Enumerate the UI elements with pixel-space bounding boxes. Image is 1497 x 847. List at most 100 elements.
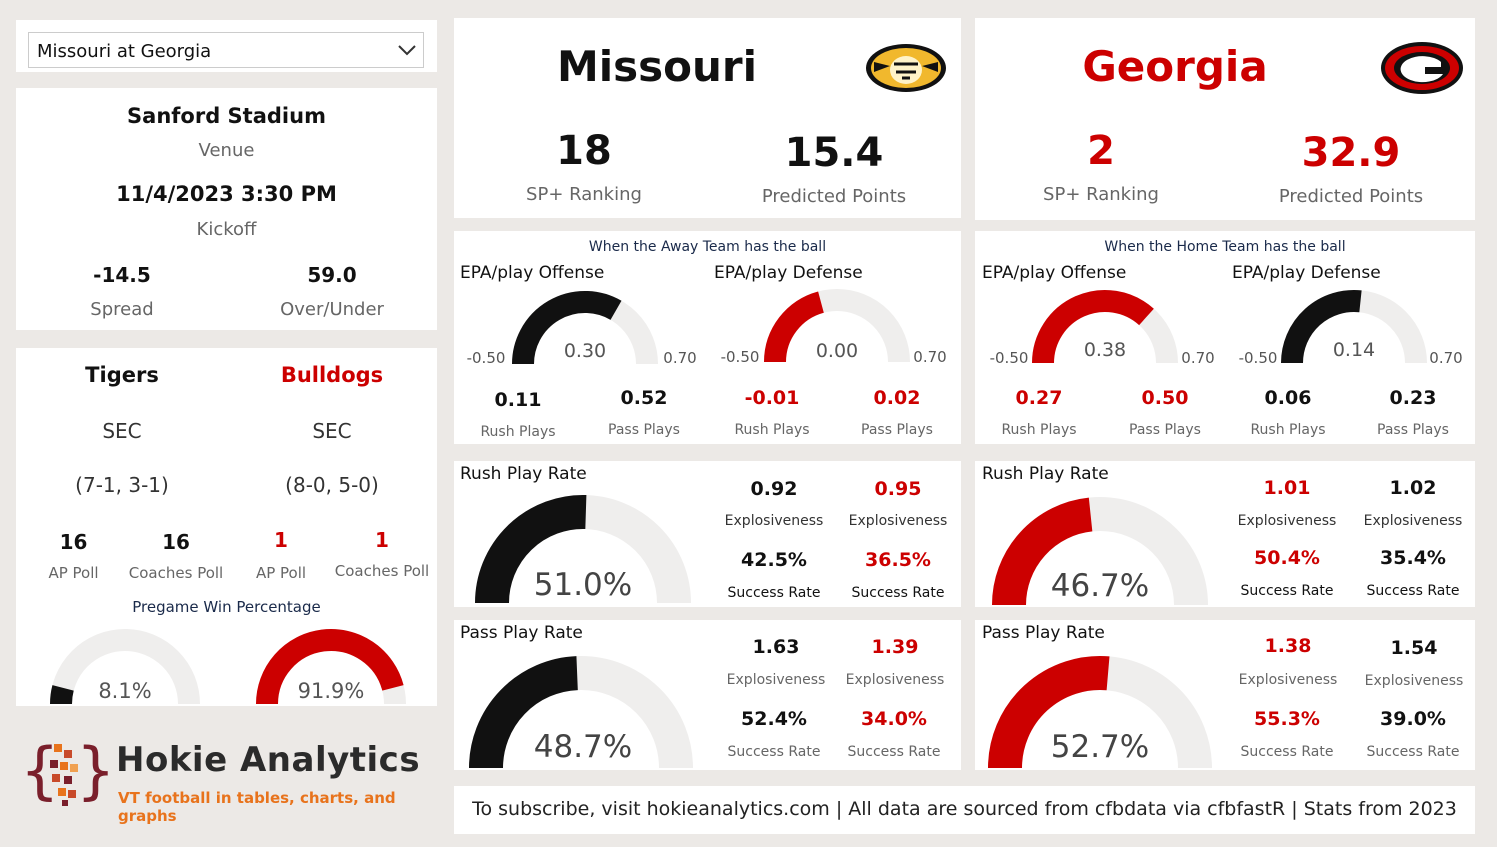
epa-home-offense-label: EPA/play Offense <box>982 263 1127 283</box>
svg-text:0.38: 0.38 <box>1084 339 1126 361</box>
away-pred-label: Predicted Points <box>761 186 907 207</box>
epa-home-title: When the Home Team has the ball <box>1104 239 1346 255</box>
svg-text:0.70: 0.70 <box>1181 349 1214 367</box>
rush-home-stat-label: Explosiveness <box>1363 513 1463 529</box>
footer-text: To subscribe, visit hokieanalytics.com |… <box>472 798 1457 820</box>
missouri-tiger-logo-icon <box>866 44 946 92</box>
pass-away-stat-value: 1.63 <box>752 636 800 658</box>
epa-away-stat-value: -0.01 <box>744 387 800 409</box>
teams-card: Tigers Bulldogs SEC SEC (7-1, 3-1) (8-0,… <box>16 348 437 706</box>
pass-away-stat-label: Explosiveness <box>845 672 945 688</box>
rush-away-stat-value: 42.5% <box>741 549 807 571</box>
epa-away-stat-label: Rush Plays <box>734 422 810 438</box>
away-record: (7-1, 3-1) <box>75 473 169 497</box>
epa-home-stat-label: Pass Plays <box>1129 422 1201 438</box>
game-select-box[interactable]: Missouri at Georgia <box>28 32 424 68</box>
epa-away-title: When the Away Team has the ball <box>588 239 827 255</box>
epa-away-offense-label: EPA/play Offense <box>460 263 605 283</box>
home-sp-label: SP+ Ranking <box>1043 184 1159 205</box>
svg-text:0.70: 0.70 <box>1429 349 1462 367</box>
epa-away-stat-value: 0.52 <box>620 387 668 409</box>
brand-name: Hokie Analytics <box>116 740 421 780</box>
rush-home-title: Rush Play Rate <box>982 464 1109 484</box>
hokie-analytics-logo-icon: { } <box>20 734 114 807</box>
away-mascot: Tigers <box>85 363 159 387</box>
rush-away-stat-label: Success Rate <box>727 585 821 601</box>
epa-home-defense-label: EPA/play Defense <box>1232 263 1381 283</box>
home-header-card: Georgia 2 SP+ Ranking 32.9 Predicted Poi… <box>975 18 1475 220</box>
kickoff-label: Kickoff <box>196 219 257 240</box>
pass-away-stat-label: Success Rate <box>727 744 821 760</box>
epa-away-stat-label: Pass Plays <box>861 422 933 438</box>
home-pred-label: Predicted Points <box>1278 186 1424 207</box>
epa-home-stat-label: Rush Plays <box>1001 422 1077 438</box>
pass-away-stat-label: Success Rate <box>847 744 941 760</box>
away-coaches-poll-label: Coaches Poll <box>128 564 224 582</box>
svg-text:48.7%: 48.7% <box>534 729 632 765</box>
home-team-name: Georgia <box>1082 42 1268 91</box>
pass-home-stat-value: 1.54 <box>1390 637 1438 659</box>
epa-home-offense-gauge: 0.38 -0.50 0.70 <box>990 290 1215 367</box>
svg-text:{: { <box>20 734 59 807</box>
home-pred-points: 32.9 <box>1301 130 1401 176</box>
pass-away-stat-label: Explosiveness <box>726 672 826 688</box>
away-team-name: Missouri <box>556 42 758 91</box>
epa-away-stat-value: 0.11 <box>494 389 542 411</box>
svg-text:-0.50: -0.50 <box>721 348 760 366</box>
georgia-g-logo-icon <box>1381 42 1463 94</box>
svg-text:52.7%: 52.7% <box>1051 729 1149 765</box>
away-win-gauge: 8.1% <box>50 629 200 705</box>
away-ap-poll-value: 16 <box>59 530 88 554</box>
svg-text:0.30: 0.30 <box>564 340 606 362</box>
rush-away-gauge: 51.0% <box>475 495 691 604</box>
rush-away-title: Rush Play Rate <box>460 464 587 484</box>
pass-home-stat-label: Explosiveness <box>1364 673 1464 689</box>
pass-home-title: Pass Play Rate <box>982 623 1105 643</box>
svg-text:-0.50: -0.50 <box>990 349 1029 367</box>
epa-home-stat-value: 0.06 <box>1264 387 1312 409</box>
epa-away-defense-gauge: 0.00 -0.50 0.70 <box>721 289 947 366</box>
rush-away-stat-label: Explosiveness <box>848 513 948 529</box>
rush-home-stat-value: 1.02 <box>1389 477 1437 499</box>
away-ap-poll-label: AP Poll <box>48 564 99 582</box>
pass-away-stat-value: 52.4% <box>741 708 807 730</box>
svg-text:0.70: 0.70 <box>663 349 696 367</box>
venue-label: Venue <box>198 140 255 161</box>
pass-home-stat-label: Explosiveness <box>1238 672 1338 688</box>
home-mascot: Bulldogs <box>280 363 384 387</box>
spread-label: Spread <box>90 299 154 320</box>
epa-away-defense-label: EPA/play Defense <box>714 263 863 283</box>
svg-text:0.70: 0.70 <box>913 348 946 366</box>
brand-block: { } Hokie Analytics VT football in table… <box>16 728 437 825</box>
svg-text:}: } <box>76 734 114 807</box>
pass-away-card: Pass Play Rate 48.7% 1.63 Explosiveness … <box>454 620 961 770</box>
rush-away-stat-label: Success Rate <box>851 585 945 601</box>
epa-home-stat-value: 0.50 <box>1141 387 1189 409</box>
svg-text:46.7%: 46.7% <box>1051 568 1149 604</box>
home-win-gauge: 91.9% <box>256 629 406 705</box>
away-coaches-poll-value: 16 <box>162 530 190 554</box>
rush-home-stat-value: 1.01 <box>1263 477 1311 499</box>
home-ap-poll-value: 1 <box>274 528 288 552</box>
away-sp-rank: 18 <box>556 128 612 174</box>
rush-home-stat-value: 50.4% <box>1254 547 1320 569</box>
epa-home-stat-value: 0.23 <box>1389 387 1437 409</box>
rush-home-stat-label: Explosiveness <box>1237 513 1337 529</box>
epa-away-stat-label: Rush Plays <box>480 424 556 440</box>
rush-away-stat-value: 0.95 <box>874 478 922 500</box>
rush-away-stat-value: 36.5% <box>865 549 931 571</box>
pass-home-card: Pass Play Rate 52.7% 1.38 Explosiveness … <box>975 620 1475 770</box>
home-conference: SEC <box>312 419 352 443</box>
game-select[interactable]: Missouri at Georgia <box>16 20 437 72</box>
rush-away-stat-value: 0.92 <box>750 478 798 500</box>
epa-away-stat-label: Pass Plays <box>608 422 680 438</box>
rush-home-stat-label: Success Rate <box>1240 583 1334 599</box>
win-pct-title: Pregame Win Percentage <box>132 598 321 616</box>
epa-home-defense-gauge: 0.14 -0.50 0.70 <box>1239 290 1463 367</box>
rush-away-stat-label: Explosiveness <box>724 513 824 529</box>
pass-away-title: Pass Play Rate <box>460 623 583 643</box>
away-win-gauge-track <box>50 629 200 705</box>
home-coaches-poll-value: 1 <box>375 528 389 552</box>
svg-text:51.0%: 51.0% <box>534 567 632 603</box>
home-sp-rank: 2 <box>1087 128 1115 174</box>
